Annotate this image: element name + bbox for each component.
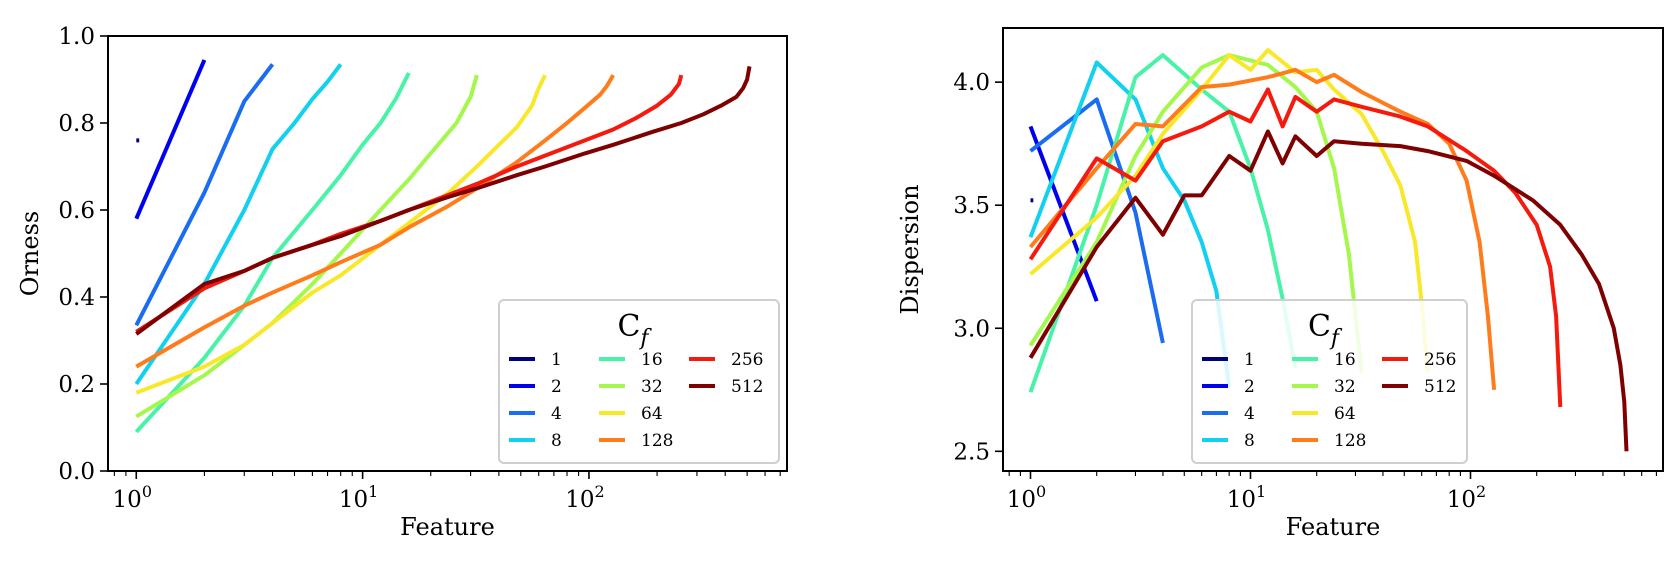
y-tick-label: 0.6: [58, 198, 95, 224]
y-axis-label: Orness: [16, 211, 44, 296]
x-tick-label: 102: [565, 482, 604, 513]
series-line-2: [1028, 125, 1099, 302]
y-tick-label: 0.4: [58, 285, 95, 311]
x-tick-exponent: 0: [142, 482, 152, 501]
x-tick-label: 100: [1007, 482, 1046, 513]
series-line-64: [135, 74, 547, 395]
legend-label-256: 256: [1424, 350, 1456, 370]
x-tick-base: 10: [113, 487, 142, 513]
y-axis-label: Dispersion: [896, 184, 924, 314]
series-line-2: [134, 59, 207, 220]
x-tick-base: 10: [1447, 487, 1476, 513]
legend-label-512: 512: [1424, 377, 1456, 397]
legend-label-64: 64: [1334, 404, 1356, 424]
series-line-512: [135, 66, 752, 336]
series-line-128: [135, 74, 615, 369]
x-tick-exponent: 2: [594, 482, 604, 501]
plot-frame: [107, 35, 788, 472]
x-axis-label: Feature: [1286, 513, 1381, 541]
legend-label-128: 128: [641, 431, 673, 451]
legend-label-2: 2: [551, 377, 562, 397]
x-tick-exponent: 1: [1256, 482, 1266, 501]
x-tick-exponent: 1: [368, 482, 378, 501]
series-line-256: [135, 74, 684, 334]
legend-title-main: C: [1308, 309, 1331, 344]
legend-label-1: 1: [551, 350, 562, 370]
legend-label-32: 32: [641, 377, 663, 397]
legend-label-64: 64: [641, 404, 663, 424]
legend-label-128: 128: [1334, 431, 1366, 451]
x-tick-exponent: 0: [1036, 482, 1046, 501]
legend-label-256: 256: [731, 350, 763, 370]
legend-label-16: 16: [641, 350, 663, 370]
y-tick-label: 2.5: [953, 439, 990, 465]
series-line-256: [1028, 87, 1563, 408]
x-tick-label: 101: [1227, 482, 1266, 513]
x-tick-base: 10: [1227, 487, 1256, 513]
legend-label-4: 4: [551, 404, 562, 424]
x-tick-base: 10: [1007, 487, 1036, 513]
x-tick-base: 10: [565, 487, 594, 513]
y-tick-label: 3.5: [953, 193, 990, 219]
series-line-512: [1028, 129, 1629, 452]
y-tick-label: 0.0: [58, 459, 95, 485]
plot-frame: [1002, 27, 1664, 472]
x-tick-label: 102: [1447, 482, 1486, 513]
y-tick-label: 4.0: [953, 70, 990, 96]
series-line-16: [1028, 53, 1298, 393]
y-tick-label: 0.2: [58, 372, 95, 398]
x-axis-label: Feature: [400, 513, 495, 541]
y-tick-label: 0.8: [58, 111, 95, 137]
legend-label-512: 512: [731, 377, 763, 397]
legend-label-1: 1: [1244, 350, 1255, 370]
legend-label-8: 8: [1244, 431, 1255, 451]
x-tick-exponent: 2: [1476, 482, 1486, 501]
legend-label-2: 2: [1244, 377, 1255, 397]
legend-label-4: 4: [1244, 404, 1255, 424]
legend-box: [498, 299, 780, 464]
legend-box: [1191, 299, 1468, 464]
series-line-4: [134, 63, 275, 327]
series-line-8: [1028, 60, 1232, 388]
series-line-128: [1028, 67, 1497, 390]
series-line-4: [1029, 97, 1165, 344]
y-tick-label: 3.0: [953, 316, 990, 342]
x-tick-label: 101: [339, 482, 378, 513]
x-tick-label: 100: [113, 482, 152, 513]
legend-label-8: 8: [551, 431, 562, 451]
legend-label-16: 16: [1334, 350, 1356, 370]
y-tick-label: 1.0: [58, 24, 95, 50]
legend-title-main: C: [617, 309, 640, 344]
x-tick-base: 10: [339, 487, 368, 513]
legend-label-32: 32: [1334, 377, 1356, 397]
series-line-16: [134, 72, 411, 434]
series-line-64: [1029, 48, 1430, 373]
series-line-32: [1028, 53, 1364, 373]
series-line-8: [134, 63, 343, 386]
